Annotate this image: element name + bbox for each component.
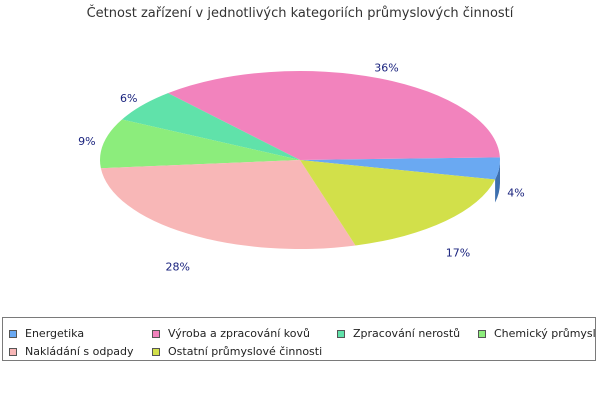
pie-slice-energetika — [300, 157, 500, 180]
pie-slice-ostatni-prumyslove-cinnosti — [300, 160, 496, 246]
legend-swatch — [337, 329, 345, 338]
pie-slice-nakladani-s-odpady — [100, 160, 356, 249]
legend-label: Chemický průmysl — [494, 327, 596, 340]
legend-label: Zpracování nerostů — [353, 327, 461, 340]
pie-sides — [495, 160, 500, 203]
legend-item-zpracovani-nerostu: Zpracování nerostů — [337, 327, 460, 340]
legend-swatch — [152, 329, 160, 338]
legend-label: Ostatní průmyslové činnosti — [168, 345, 323, 358]
pie-label-zpracovani-nerostu: 6% — [120, 92, 137, 105]
legend-item-chemicky-prumysl: Chemický průmysl — [478, 327, 596, 340]
pie-label-vyroba-a-zpracovani-kovu: 36% — [374, 61, 398, 74]
pie-slice-zpracovani-nerostu — [121, 93, 301, 160]
legend-item-vyroba-kovu: Výroba a zpracování kovů — [152, 327, 310, 340]
legend-label: Nakládání s odpady — [25, 345, 134, 358]
pie-label-nakladani-s-odpady: 28% — [165, 260, 189, 273]
legend-item-ostatni-cinnosti: Ostatní průmyslové činnosti — [152, 345, 322, 358]
legend-swatch — [478, 329, 486, 338]
legend: Energetika Výroba a zpracování kovů Zpra… — [2, 317, 596, 361]
pie-slice-chemicky-prumysl — [99, 119, 300, 169]
legend-swatch — [9, 347, 17, 356]
legend-item-energetika: Energetika — [9, 327, 84, 340]
pie-side-energetika — [495, 160, 500, 203]
chart-title: Četnost zařízení v jednotlivých kategori… — [87, 5, 514, 21]
pie-label-chemicky-prumysl: 9% — [78, 135, 95, 148]
legend-label: Energetika — [25, 327, 85, 340]
pie-label-energetika: 4% — [507, 187, 524, 200]
pie-labels: 4% 36% 6% 9% 28% 17% — [78, 61, 525, 273]
legend-label: Výroba a zpracování kovů — [168, 327, 310, 340]
legend-swatch — [152, 347, 160, 356]
pie-label-ostatni-prumyslove-cinnosti: 17% — [446, 246, 470, 259]
pie-slice-vyroba-a-zpracovani-kovu — [167, 71, 500, 160]
legend-swatch — [9, 329, 17, 338]
legend-item-nakladani-s-odpady: Nakládání s odpady — [9, 345, 134, 358]
pie-slices — [99, 71, 500, 249]
